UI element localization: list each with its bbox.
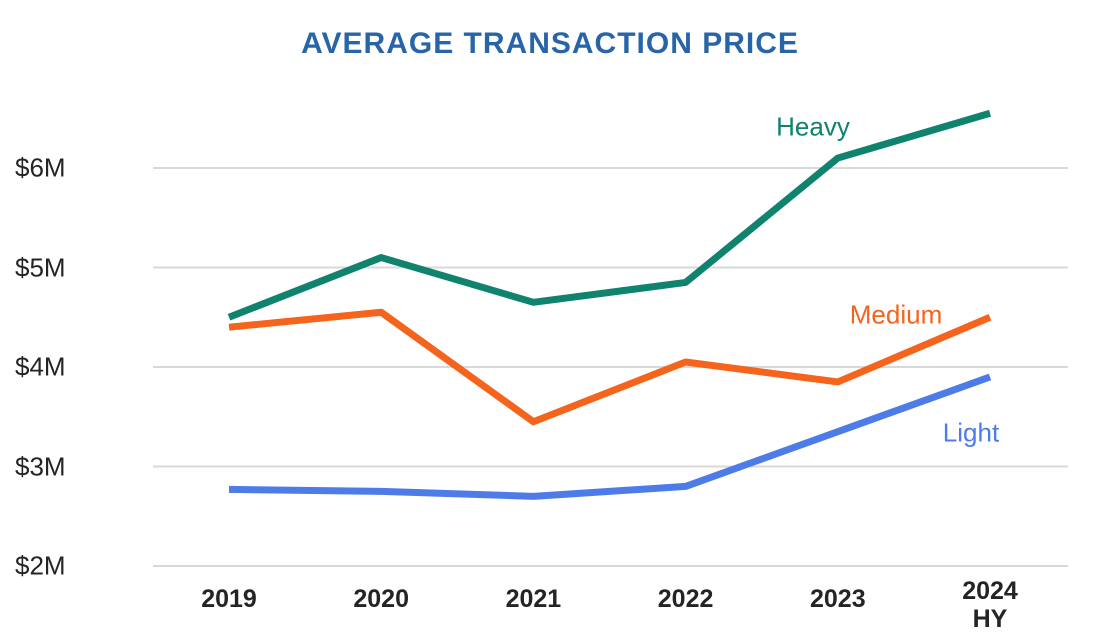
x-tick-2021: 2021	[505, 585, 562, 613]
series-line-light	[228, 373, 992, 500]
y-tick-6m: $6M	[15, 152, 66, 183]
x-tick-2024-hy: 2024 HY	[962, 577, 1018, 633]
x-tick-2023: 2023	[809, 585, 866, 613]
series-label-medium: Medium	[849, 299, 943, 330]
y-tick-5m: $5M	[15, 252, 66, 282]
series-label-light: Light	[942, 417, 1000, 448]
x-tick-2020: 2020	[353, 585, 409, 613]
x-tick-2022: 2022	[657, 585, 714, 613]
series-line-heavy	[227, 109, 991, 321]
y-tick-3m: $3M	[15, 451, 66, 481]
chart-title: AVERAGE TRANSACTION PRICE	[301, 27, 799, 60]
x-tick-2019: 2019	[201, 585, 257, 613]
series-label-heavy: Heavy	[776, 111, 850, 142]
series-line-medium	[228, 308, 992, 426]
y-tick-2m: $2M	[15, 550, 66, 581]
y-tick-4m: $4M	[15, 351, 66, 382]
